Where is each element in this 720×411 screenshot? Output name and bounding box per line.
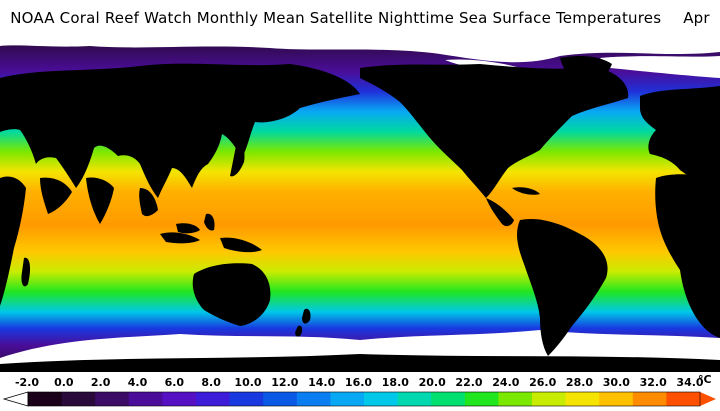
colorbar-segment xyxy=(162,392,197,406)
colorbar-segment xyxy=(565,392,600,406)
legend-tick-label: 6.0 xyxy=(164,376,185,389)
legend-labels: -2.0 0.0 2.0 4.0 6.0 8.0 10.0 12.0 14.0 16.0 18.0 2… xyxy=(0,373,720,390)
legend-tick-label: 18.0 xyxy=(381,376,409,389)
colorbar-segment xyxy=(464,392,499,406)
sst-map xyxy=(0,38,720,372)
colorbar-segment xyxy=(431,392,466,406)
legend-tick-label: 20.0 xyxy=(418,376,446,389)
colorbar-segment xyxy=(28,392,63,406)
colorbar-segment xyxy=(532,392,567,406)
legend-tick-label: 4.0 xyxy=(127,376,148,389)
land-masses xyxy=(0,56,720,372)
map-title: NOAA Coral Reef Watch Monthly Mean Satel… xyxy=(0,0,720,63)
colorbar-segment xyxy=(666,392,701,406)
colorbar-segment xyxy=(229,392,264,406)
colorbar-right-arrow xyxy=(700,392,716,406)
legend-tick-label: 30.0 xyxy=(602,376,630,389)
colorbar-segment xyxy=(61,392,96,406)
legend-tick-label: 28.0 xyxy=(565,376,594,389)
colorbar-segment xyxy=(364,392,399,406)
colorbar-segment xyxy=(263,392,298,406)
colorbar-segment xyxy=(330,392,365,406)
land-africa xyxy=(655,174,720,338)
legend-tick-label: 22.0 xyxy=(455,376,483,389)
colorbar-segment xyxy=(599,392,634,406)
land-europe xyxy=(640,86,720,188)
land-eurasia xyxy=(0,63,360,198)
colorbar-segment xyxy=(128,392,163,406)
legend-tick-label: 14.0 xyxy=(308,376,336,389)
legend-tick-label: 12.0 xyxy=(271,376,299,389)
legend-tick-label: 16.0 xyxy=(344,376,373,389)
legend-tick-label: 26.0 xyxy=(529,376,557,389)
colorbar-segment xyxy=(632,392,667,406)
land-australia xyxy=(192,263,271,326)
title-text: NOAA Coral Reef Watch Monthly Mean Satel… xyxy=(10,9,662,27)
legend-tick-label: -2.0 xyxy=(14,376,40,389)
colorbar-segment xyxy=(498,392,533,406)
colorbar-left-arrow xyxy=(2,391,29,407)
legend-tick-label: 2.0 xyxy=(90,376,111,389)
legend-tick-label: 8.0 xyxy=(201,376,221,389)
colorbar-segment xyxy=(296,392,331,406)
legend-tick-label: 0.0 xyxy=(54,376,74,389)
legend-tick-label: 34.0 xyxy=(676,376,704,389)
colorbar-segment xyxy=(95,392,130,406)
land-north-america xyxy=(360,64,629,198)
legend-tick-label: 32.0 xyxy=(639,376,667,389)
legend-unit: °C xyxy=(698,373,712,386)
land-south-america xyxy=(517,218,608,356)
colorbar-segment xyxy=(196,392,231,406)
land-india xyxy=(86,177,114,224)
legend-tick-label: 24.0 xyxy=(492,376,520,389)
legend-tick-label: 10.0 xyxy=(234,376,262,389)
colorbar-frame xyxy=(27,391,701,407)
colorbar xyxy=(2,391,716,407)
colorbar-segment xyxy=(397,392,432,406)
